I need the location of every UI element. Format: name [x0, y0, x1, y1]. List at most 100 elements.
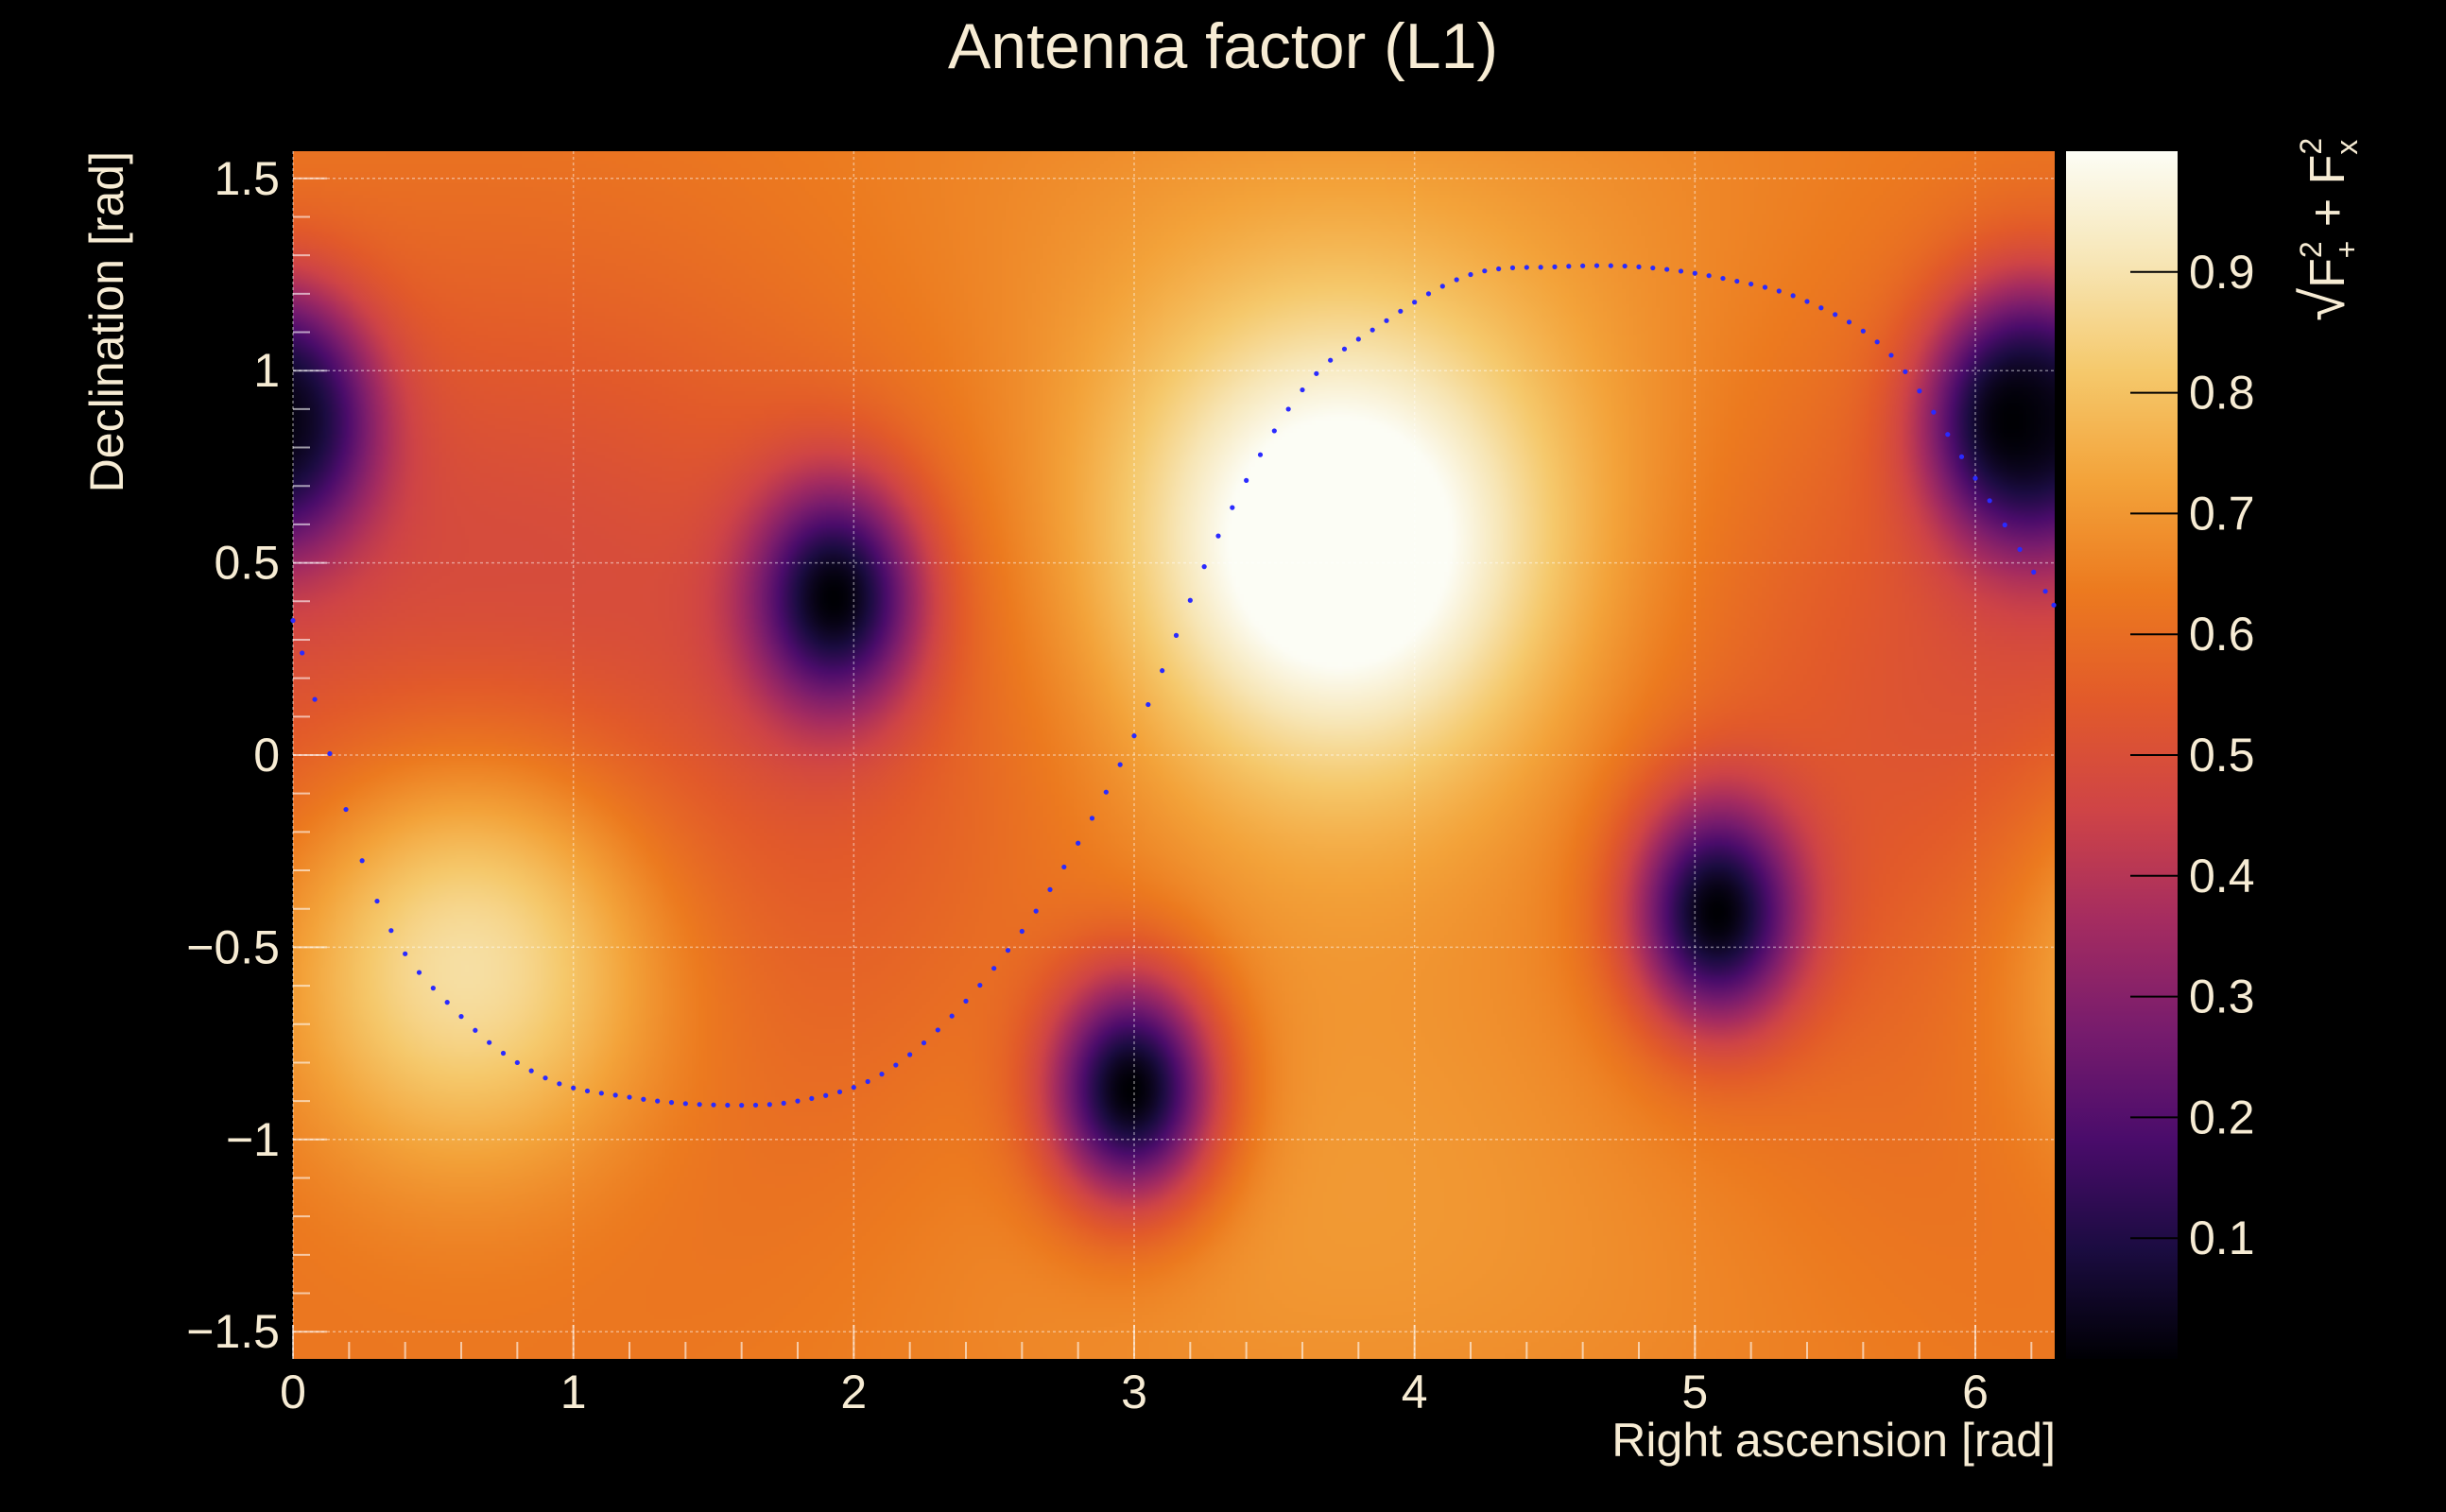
colorbar-label-sup1: 2	[2294, 241, 2328, 258]
trajectory-point	[458, 1014, 464, 1020]
trajectory-point	[290, 618, 296, 624]
trajectory-point	[543, 1075, 548, 1081]
trajectory-point	[1244, 477, 1249, 483]
trajectory-point	[430, 986, 436, 991]
trajectory-point	[487, 1040, 492, 1045]
trajectory-point	[1439, 284, 1445, 289]
y-tick-label: −1.5	[186, 1305, 280, 1358]
trajectory-point	[711, 1102, 716, 1108]
trajectory-point	[1145, 701, 1151, 708]
trajectory-point	[1314, 370, 1319, 376]
trajectory-point	[1047, 886, 1053, 892]
x-tick-label: 2	[840, 1366, 867, 1418]
trajectory-point	[851, 1085, 856, 1091]
trajectory-point	[1089, 816, 1095, 821]
trajectory-point	[1257, 452, 1264, 457]
trajectory-point	[1664, 266, 1670, 272]
trajectory-point	[403, 951, 408, 956]
trajectory-point	[1931, 409, 1937, 415]
trajectory-point	[1678, 268, 1684, 274]
colorbar-tick-label: 0.5	[2189, 729, 2255, 782]
trajectory-point	[2002, 522, 2007, 528]
colorbar-label-base1: F	[2300, 258, 2355, 288]
y-axis-ticks: −1.5 −1 −0.5 0 0.5 1 1.5	[186, 152, 280, 1358]
colorbar-tick-label: 0.9	[2189, 246, 2255, 299]
trajectory-point	[1636, 264, 1642, 269]
trajectory-point	[2042, 589, 2048, 594]
trajectory-point	[1187, 597, 1193, 603]
trajectory-point	[641, 1096, 646, 1102]
trajectory-point	[1538, 265, 1543, 270]
trajectory-point	[1369, 327, 1375, 333]
trajectory-point	[1215, 533, 1221, 539]
trajectory-point	[668, 1100, 675, 1106]
trajectory-point	[836, 1089, 843, 1095]
trajectory-point	[1706, 273, 1712, 279]
trajectory-point	[1384, 318, 1389, 323]
trajectory-point	[1804, 299, 1810, 304]
minor-ticks	[292, 177, 2033, 1359]
trajectory-point	[1482, 268, 1488, 274]
trajectory-point	[584, 1088, 591, 1094]
trajectory-point	[1818, 305, 1824, 311]
trajectory-point	[1524, 265, 1529, 270]
trajectory-point	[1846, 319, 1852, 325]
trajectory-point	[682, 1101, 688, 1107]
trajectory-point	[1076, 840, 1081, 846]
trajectory-point	[1355, 336, 1361, 342]
trajectory-point	[1300, 387, 1305, 393]
trajectory-point	[921, 1040, 927, 1046]
trajectory-point	[627, 1094, 632, 1100]
trajectory-point	[473, 1027, 478, 1033]
y-tick-label: 0	[253, 729, 280, 782]
trajectory-point	[1860, 328, 1866, 334]
trajectory-point	[1131, 733, 1137, 739]
trajectory-point	[991, 966, 997, 971]
trajectory-point	[1734, 278, 1740, 284]
x-tick-label: 4	[1402, 1366, 1428, 1418]
y-axis-label: Declination [rad]	[80, 151, 133, 492]
colorbar-ticks: 0.1 0.2 0.3 0.4 0.5 0.6 0.7 0.8 0.9	[2130, 246, 2255, 1264]
trajectory-point	[1201, 564, 1207, 570]
trajectory-point	[1033, 908, 1039, 914]
trajectory-point	[1692, 270, 1697, 276]
trajectory-point	[416, 970, 422, 975]
trajectory-point	[1468, 271, 1473, 278]
trajectory-point	[374, 898, 380, 904]
trajectory-point	[963, 998, 969, 1004]
trajectory-point	[1608, 263, 1613, 268]
trajectory-point	[879, 1072, 885, 1077]
colorbar-tick-label: 0.7	[2189, 487, 2255, 540]
trajectory-point	[1117, 762, 1123, 767]
y-tick-label: −1	[226, 1113, 280, 1166]
colorbar-label: √F2+ + F2x	[2289, 138, 2364, 321]
x-tick-label: 6	[1962, 1366, 1989, 1418]
trajectory-point	[1650, 265, 1656, 271]
trajectory-point	[514, 1059, 520, 1066]
trajectory-point	[1987, 498, 1992, 504]
x-axis-label: Right ascension [rad]	[1611, 1414, 2056, 1467]
trajectory-point	[1972, 475, 1978, 481]
trajectory-point	[655, 1098, 661, 1104]
trajectory-point	[500, 1050, 507, 1057]
trajectory-point	[312, 696, 318, 702]
y-tick-label: −0.5	[186, 920, 280, 973]
trajectory-point	[359, 858, 365, 864]
heatmap-area	[293, 151, 2055, 1359]
y-tick-label: 1.5	[214, 152, 280, 205]
colorbar-label-sup2: 2	[2294, 138, 2328, 155]
trajectory-point	[1005, 948, 1011, 954]
trajectory-point	[725, 1102, 731, 1108]
trajectory-point	[557, 1081, 562, 1087]
trajectory-point	[1790, 293, 1796, 299]
trajectory-point	[1173, 632, 1180, 638]
trajectory-point	[1945, 432, 1951, 438]
trajectory-point	[935, 1027, 940, 1033]
x-tick-label: 0	[280, 1366, 306, 1418]
colorbar-tick-label: 0.3	[2189, 971, 2255, 1023]
colorbar-tick-label: 0.8	[2189, 367, 2255, 420]
y-tick-label: 0.5	[214, 537, 280, 590]
trajectory-point	[598, 1091, 604, 1096]
colorbar-label-sub1: +	[2330, 241, 2364, 259]
trajectory-point	[697, 1102, 702, 1108]
